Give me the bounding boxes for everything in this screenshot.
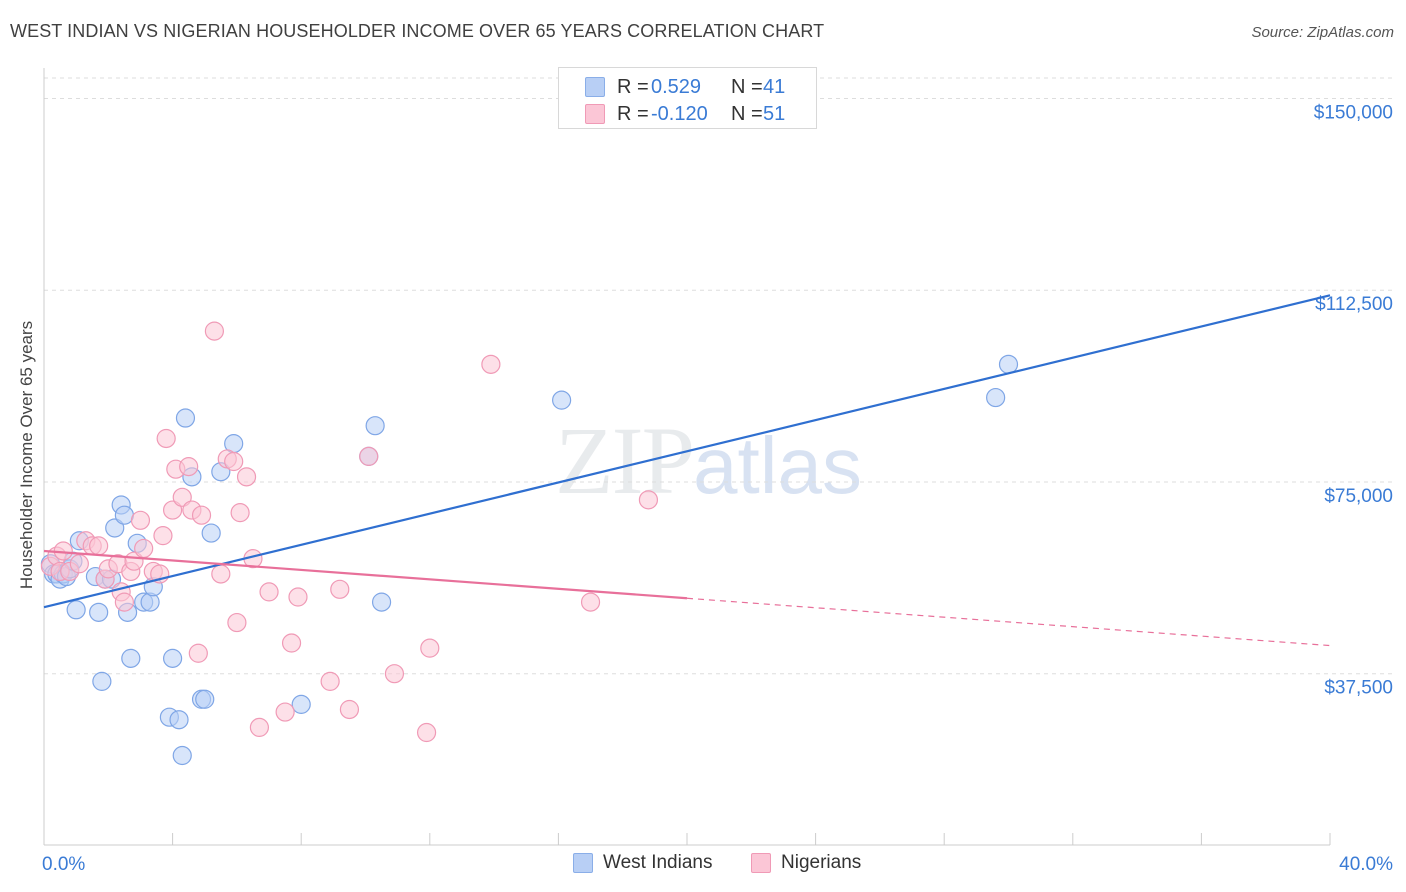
data-point-nigerians (130, 510, 151, 530)
data-point-west-indians (89, 602, 109, 622)
data-point-nigerians (153, 526, 173, 546)
data-point-west-indians (195, 689, 215, 709)
data-point-west-indians (365, 416, 385, 436)
data-point-nigerians (481, 354, 501, 374)
data-point-west-indians (175, 408, 196, 428)
data-point-nigerians (230, 503, 250, 523)
legend-swatch-blue (585, 77, 605, 97)
y-tick-label: $150,000 (1314, 102, 1393, 123)
legend-n-value: 41 (763, 75, 786, 98)
data-point-nigerians (288, 587, 308, 607)
legend-r-value: -0.120 (651, 102, 708, 125)
data-point-nigerians (227, 612, 247, 633)
data-point-west-indians (66, 600, 86, 620)
legend-swatch-pink (585, 104, 605, 124)
data-point-nigerians (339, 699, 360, 720)
data-point-west-indians (105, 518, 125, 538)
data-point-nigerians (281, 633, 302, 653)
data-point-nigerians (638, 490, 659, 510)
data-point-nigerians (330, 579, 350, 599)
data-point-nigerians (580, 592, 601, 612)
x-tick-label: 40.0% (1339, 854, 1393, 875)
data-point-nigerians (188, 643, 208, 663)
data-point-nigerians (359, 446, 379, 466)
legend-n-value: 51 (763, 102, 786, 125)
source-label: Source: ZipAtlas.com (1251, 24, 1394, 41)
data-point-nigerians (259, 582, 279, 602)
legend-swatch-blue (573, 853, 593, 873)
data-point-nigerians (114, 592, 134, 612)
data-point-nigerians (204, 321, 224, 341)
y-tick-label: $75,000 (1324, 486, 1393, 507)
data-point-nigerians (163, 500, 183, 520)
data-point-nigerians (89, 536, 109, 556)
data-point-nigerians (416, 722, 437, 743)
data-point-west-indians (172, 745, 192, 766)
data-point-west-indians (201, 523, 221, 543)
data-point-west-indians (371, 592, 392, 612)
data-point-nigerians (320, 671, 340, 691)
trend-line-extension-nigerians (686, 597, 1331, 647)
data-point-west-indians (163, 648, 183, 668)
trend-line-west-indians (43, 294, 1331, 609)
data-point-nigerians (191, 505, 212, 525)
legend-label-nigerians: Nigerians (781, 852, 862, 873)
data-point-nigerians (249, 717, 270, 737)
data-point-nigerians (224, 451, 244, 472)
watermark-zip: ZIP (555, 407, 695, 514)
legend-swatch-pink (751, 853, 771, 873)
data-point-nigerians (156, 428, 176, 449)
data-point-west-indians (986, 387, 1006, 408)
data-point-nigerians (134, 538, 154, 559)
watermark-atlas: atlas (693, 421, 862, 510)
legend-item-west-indians[interactable]: West Indians (573, 852, 712, 874)
data-point-west-indians (169, 710, 189, 730)
series-legend: West Indians Nigerians (0, 852, 1406, 876)
data-point-nigerians (69, 554, 89, 574)
watermark: ZIPatlas (555, 405, 862, 516)
y-axis-label: Householder Income Over 65 years (17, 320, 36, 590)
y-tick-label: $37,500 (1324, 678, 1393, 699)
legend-label-west-indians: West Indians (603, 852, 713, 873)
data-point-nigerians (211, 564, 231, 584)
y-tick-label: $112,500 (1315, 294, 1393, 315)
data-point-nigerians (420, 638, 440, 658)
legend-n-label: N = (731, 75, 763, 98)
data-point-west-indians (114, 505, 134, 525)
data-point-west-indians (92, 671, 112, 691)
legend-r-label: R = (617, 75, 649, 98)
legend-r-label: R = (617, 102, 649, 125)
data-point-nigerians (179, 457, 199, 477)
data-point-nigerians (172, 487, 192, 507)
trend-line-nigerians (43, 549, 688, 600)
legend-n-label: N = (731, 102, 763, 125)
x-tick-label: 0.0% (42, 854, 85, 875)
legend-item-nigerians[interactable]: Nigerians (751, 852, 861, 874)
legend-r-value: 0.529 (651, 75, 702, 98)
legend-row-nigerians: R = -0.120 N = 51 (585, 101, 785, 127)
data-point-west-indians (121, 648, 141, 668)
legend-row-west-indians: R = 0.529 N = 41 (585, 74, 785, 100)
data-point-west-indians (552, 390, 572, 410)
data-point-nigerians (384, 664, 405, 684)
correlation-legend: R = 0.529 N = 41 R = -0.120 N = 51 (558, 67, 817, 129)
data-point-nigerians (236, 467, 257, 487)
data-point-nigerians (275, 702, 295, 722)
data-point-west-indians (291, 694, 311, 714)
chart-title: WEST INDIAN VS NIGERIAN HOUSEHOLDER INCO… (10, 21, 825, 41)
